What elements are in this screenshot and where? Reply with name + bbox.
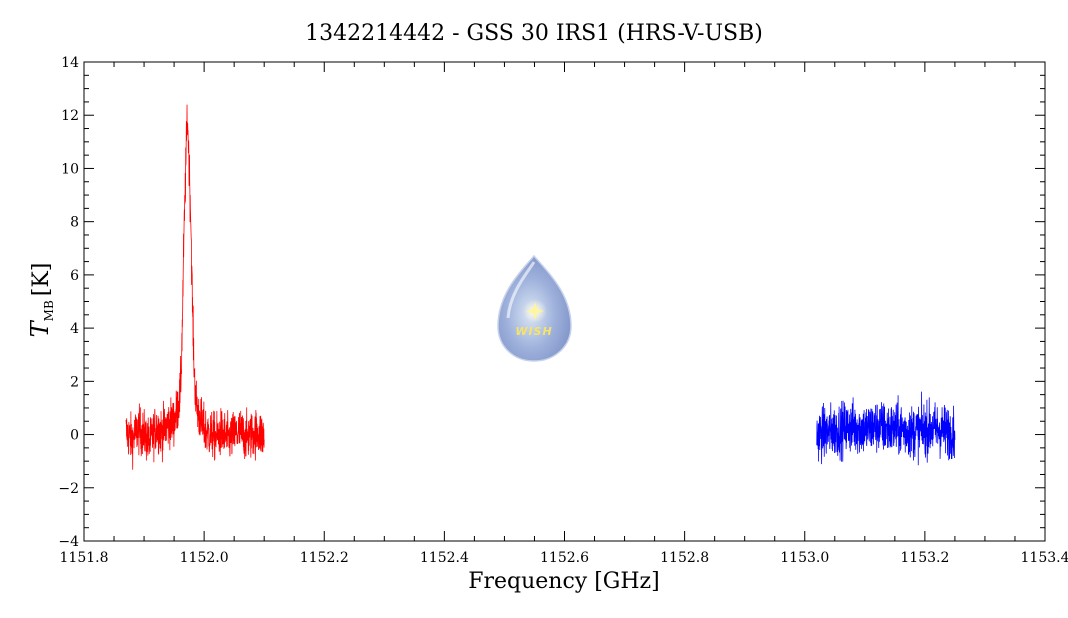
y-tick-label: 0 [70, 428, 79, 444]
y-axis-subscript: MB [42, 300, 56, 321]
x-axis-label: Frequency [GHz] [468, 569, 660, 594]
y-tick-labels: −4 −2 0 2 4 6 8 10 12 14 [58, 55, 79, 550]
series-layer [125, 104, 956, 470]
spectrum-series-0 [125, 104, 265, 470]
axis-ticks [83, 61, 1046, 542]
x-tick-label: 1152.4 [420, 550, 469, 566]
y-tick-label: −2 [58, 481, 79, 497]
x-tick-label: 1152.6 [540, 550, 589, 566]
y-tick-label: 12 [61, 108, 79, 124]
y-tick-label: 6 [70, 268, 79, 284]
chart-title: 1342214442 - GSS 30 IRS1 (HRS-V-USB) [305, 21, 763, 46]
svg-text:TMB[K]: TMB [K] [26, 263, 56, 338]
x-tick-label: 1152.2 [300, 550, 349, 566]
x-tick-label: 1152.8 [660, 550, 709, 566]
y-tick-label: −4 [58, 534, 79, 550]
y-axis-unit: [K] [29, 263, 54, 297]
y-tick-label: 8 [70, 215, 79, 231]
x-tick-labels: 1151.8 1152.0 1152.2 1152.4 1152.6 1152.8 1153… [60, 550, 1068, 566]
x-tick-label: 1153.0 [780, 550, 829, 566]
x-tick-label: 1152.0 [180, 550, 229, 566]
y-tick-label: 2 [70, 374, 79, 390]
logo-text: WISH [515, 325, 552, 338]
y-tick-label: 4 [70, 321, 79, 337]
wish-logo: WISH [497, 254, 572, 362]
x-tick-label: 1153.4 [1021, 550, 1068, 566]
spectrum-series-1 [816, 391, 956, 466]
y-axis-label: TMB [K] [26, 263, 56, 338]
y-tick-label: 10 [61, 161, 79, 177]
y-axis-symbol: T [26, 319, 54, 337]
x-tick-label: 1151.8 [60, 550, 109, 566]
x-tick-label: 1153.2 [900, 550, 949, 566]
y-tick-label: 14 [61, 55, 79, 71]
